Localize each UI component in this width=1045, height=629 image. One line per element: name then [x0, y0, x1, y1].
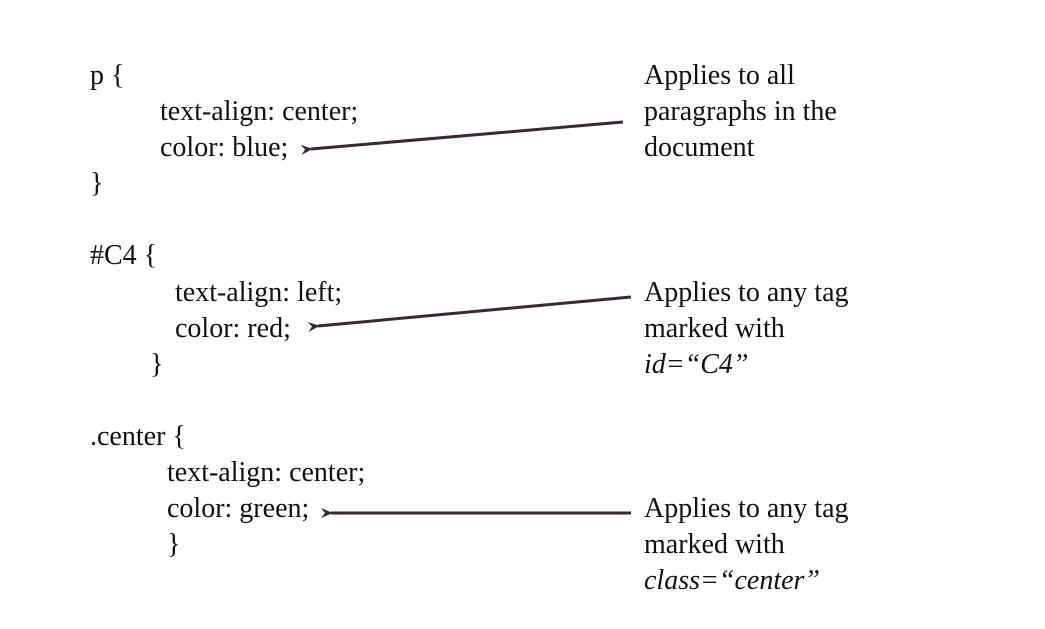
note-line: marked with	[644, 313, 785, 344]
note-class-center: Applies to any tag marked with class=“ce…	[644, 491, 944, 599]
selector-p: p {	[90, 60, 125, 91]
arrow-id-c4	[307, 295, 632, 332]
declaration-color: color: blue;	[160, 132, 289, 163]
closing-brace: }	[167, 529, 181, 560]
closing-brace: }	[90, 168, 104, 199]
note-line: Applies to any tag	[644, 493, 849, 524]
declaration-text-align: text-align: left;	[175, 277, 343, 308]
declaration-text-align: text-align: center;	[160, 96, 359, 127]
declaration-text-align: text-align: center;	[167, 457, 366, 488]
note-line: Applies to any tag	[644, 277, 849, 308]
note-p: Applies to all paragraphs in the documen…	[644, 58, 944, 166]
note-line: Applies to all	[644, 60, 795, 91]
closing-brace: }	[150, 349, 164, 380]
declaration-color: color: green;	[167, 493, 310, 524]
declaration-color: color: red;	[175, 313, 291, 344]
note-line: paragraphs in the	[644, 96, 837, 127]
note-line: document	[644, 132, 755, 163]
selector-id-c4: #C4 {	[90, 240, 158, 271]
note-id-c4: Applies to any tag marked with id=“C4”	[644, 275, 944, 383]
selector-class-center: .center {	[90, 421, 186, 452]
note-line: marked with	[644, 529, 785, 560]
note-line-id-attribute: id=“C4”	[644, 349, 749, 380]
note-line-class-attribute: class=“center”	[644, 565, 820, 596]
